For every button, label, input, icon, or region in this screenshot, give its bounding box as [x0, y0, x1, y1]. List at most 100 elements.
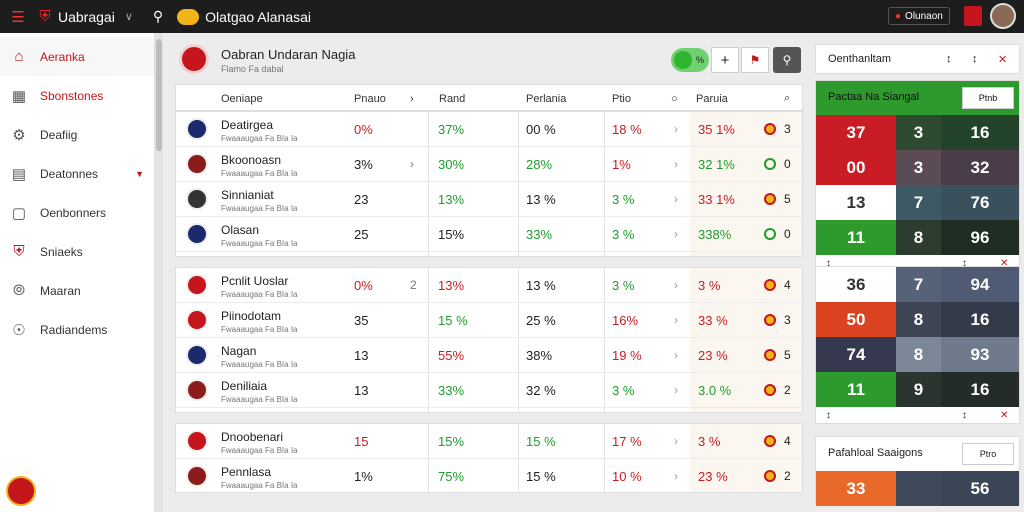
scrollbar-thumb[interactable]	[156, 39, 162, 151]
chevron-down-icon[interactable]: ∨	[124, 11, 133, 23]
sidebar-item-label: Radiandems	[40, 322, 108, 337]
sidebar-item-label: Oenbonners	[40, 205, 107, 220]
chevron-right-icon[interactable]: ›	[674, 383, 678, 397]
sidebar-item-deafiig[interactable]: ⚙ Deafiig	[0, 115, 154, 154]
table-row[interactable]: Pcnlit Uoslar Fwaaaugaa Fa BIa Ia 0% 13% 13 …	[176, 268, 804, 303]
brand-badge-icon[interactable]	[6, 476, 36, 506]
score-tile: 93	[941, 337, 1019, 372]
stat-cell: 23 %	[698, 347, 728, 363]
chevron-right-icon[interactable]: ›	[674, 192, 678, 206]
score-tile: 3	[896, 115, 941, 150]
team-name-block: Olasan Fwaaaugaa Fa BIa Ia	[221, 223, 298, 248]
sort-icon[interactable]: ↕	[946, 53, 952, 65]
stat-cell: 16%	[612, 312, 639, 328]
sidebar-scrollbar[interactable]	[155, 33, 163, 512]
score-tile: 11	[816, 220, 896, 255]
stat-cell: 28%	[526, 156, 553, 172]
info-icon[interactable]: ○	[671, 92, 678, 105]
close-icon[interactable]: ✕	[998, 53, 1008, 66]
score-tile: 37	[816, 115, 896, 150]
avatar[interactable]	[990, 3, 1016, 29]
stat-cell: 13	[354, 347, 369, 363]
table-row[interactable]: Piinodotam Fwaaaugaa Fa BIa Ia 35 15 % 25 % 1…	[176, 303, 804, 338]
chevron-right-icon[interactable]: ›	[674, 434, 678, 448]
chevron-right-icon[interactable]: ›	[674, 227, 678, 241]
score-tile: 16	[941, 372, 1019, 407]
sidebar-item-sbonstones[interactable]: ▦ Sbonstones	[0, 76, 154, 115]
sidebar-item-aeranka[interactable]: ⌂ Aeranka	[0, 37, 154, 76]
stat-cell: 33%	[526, 226, 553, 242]
sidebar-item-sniaeks[interactable]: ⛨ Sniaeks	[0, 232, 154, 271]
column-header[interactable]: Pnauo	[354, 92, 386, 105]
team-subtitle: Fwaaaugaa Fa BIa Ia	[221, 134, 298, 143]
chevron-down-icon[interactable]: ▼	[135, 168, 144, 179]
ball-icon	[764, 349, 776, 361]
search-icon[interactable]: ⌕	[784, 92, 791, 104]
search-icon[interactable]: ⚲	[152, 8, 164, 24]
menu-icon[interactable]: ☰	[11, 8, 25, 26]
sort-icon[interactable]: ↕	[826, 258, 831, 269]
row-arrow[interactable]: 2	[410, 278, 417, 292]
close-icon[interactable]: ✕	[1000, 410, 1009, 421]
stat-cell: 3 %	[612, 277, 635, 293]
score-value: 13	[846, 192, 866, 212]
stat-cell: 15 %	[438, 312, 468, 328]
team-name: Deniliaia	[221, 379, 268, 393]
score-value: 3	[913, 122, 924, 142]
sidebar-item-deatonnes[interactable]: ▤ Deatonnes ▼	[0, 154, 154, 193]
table-row[interactable]: Nagan Fwaaaugaa Fa BIa Ia 13 55% 38% 19 % 23 %…	[176, 338, 804, 373]
sort-icon[interactable]: ↕	[962, 410, 967, 421]
view-toggle[interactable]: %	[671, 48, 709, 72]
user-chip[interactable]: ● Olunaon	[888, 7, 950, 25]
chevron-right-icon[interactable]: ›	[410, 92, 414, 105]
sort-icon[interactable]: ↕	[826, 410, 831, 421]
sidebar-item-oenbonners[interactable]: ▢ Oenbonners	[0, 193, 154, 232]
home-icon: ⌂	[14, 48, 24, 65]
ball-icon	[764, 435, 776, 447]
team-subtitle: Fwaaaugaa Fa BIa Ia	[221, 204, 298, 213]
chevron-right-icon[interactable]: ›	[674, 122, 678, 136]
table-row[interactable]: Bkoonoasn Fwaaaugaa Fa BIa Ia 3% 30% 28% 1% 32…	[176, 147, 804, 182]
team-crest-icon	[186, 153, 208, 175]
table-row[interactable]: Deatirgea Fwaaaugaa Fa BIa Ia 0% 37% 00 % 18 …	[176, 112, 804, 147]
close-icon[interactable]: ✕	[1000, 258, 1009, 269]
chevron-right-icon[interactable]: ›	[674, 313, 678, 327]
table-row[interactable]: Dnoobenari Fwaaaugaa Fa BIa Ia 15 15% 15 % 17…	[176, 424, 804, 459]
chevron-right-icon[interactable]: ›	[674, 157, 678, 171]
sort-icon[interactable]: ↕	[972, 53, 978, 65]
team-crest-icon	[186, 188, 208, 210]
table-row[interactable]: Olasan Fwaaaugaa Fa BIa Ia 25 15% 33% 3 % 338%…	[176, 217, 804, 252]
stat-cell: 13%	[438, 191, 465, 207]
card-button[interactable]: Ptnb	[962, 87, 1014, 109]
column-header[interactable]: Perlania	[526, 92, 567, 105]
right-panel-title: Oenthanltam	[828, 53, 891, 65]
card-button[interactable]: Ptro	[962, 443, 1014, 465]
points-cell: 2	[784, 383, 791, 397]
flag-icon[interactable]	[964, 6, 982, 26]
team-subtitle: Fwaaaugaa Fa BIa Ia	[221, 325, 298, 334]
team-crest-icon	[186, 430, 208, 452]
column-header[interactable]: Rand	[439, 92, 466, 105]
chevron-right-icon[interactable]: ›	[674, 469, 678, 483]
table-row[interactable]: Deniliaia Fwaaaugaa Fa BIa Ia 13 33% 32 % 3 %…	[176, 373, 804, 408]
chevron-right-icon[interactable]: ›	[674, 278, 678, 292]
chevron-right-icon[interactable]: ›	[674, 348, 678, 362]
search-button[interactable]: ⚲	[773, 47, 801, 73]
column-header[interactable]: Ptio	[612, 92, 631, 105]
score-value: 32	[970, 157, 990, 177]
team-name: Pennlasa	[221, 465, 272, 479]
pin-button[interactable]: ⚑	[741, 47, 769, 73]
score-tile: 8	[896, 337, 941, 372]
score-tile: 7	[896, 267, 941, 302]
sidebar-item-radiandems[interactable]: ☉ Radiandems	[0, 310, 154, 349]
add-button[interactable]: +	[711, 47, 739, 73]
highlight-column	[690, 112, 802, 256]
table-row[interactable]: Sinnianiat Fwaaaugaa Fa BIa Ia 23 13% 13 % 3 …	[176, 182, 804, 217]
column-header[interactable]: Paruia	[696, 92, 728, 105]
row-arrow[interactable]: ›	[410, 157, 414, 171]
sort-icon[interactable]: ↕	[962, 258, 967, 269]
table-row[interactable]: Pennlasa Fwaaaugaa Fa BIa Ia 1% 75% 15 % 10 %…	[176, 459, 804, 494]
column-header[interactable]: Oeniape	[221, 92, 263, 105]
target-icon: ☉	[12, 321, 26, 339]
sidebar-item-maaran[interactable]: ⦾ Maaran	[0, 271, 154, 310]
